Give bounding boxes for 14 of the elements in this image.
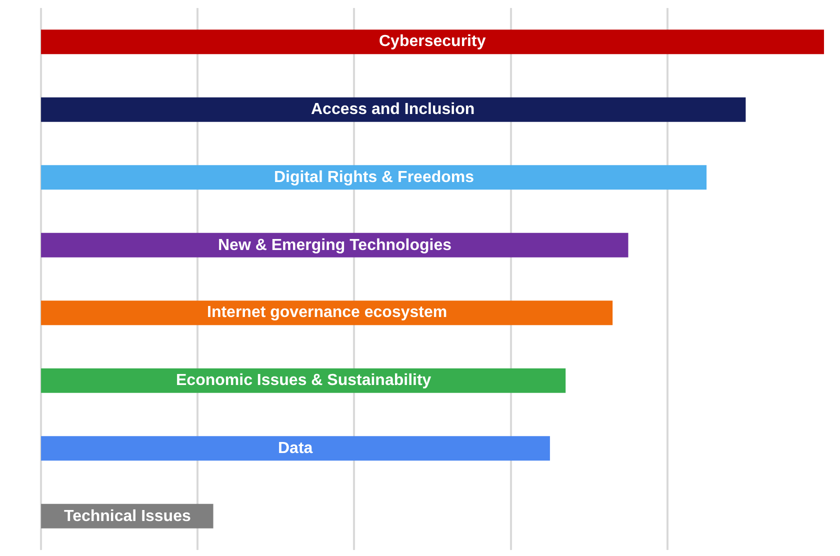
y-tick-label: Access and Inclusion bbox=[311, 101, 475, 118]
y-tick-label: New & Emerging Technologies bbox=[218, 237, 452, 254]
bar bbox=[41, 300, 613, 326]
y-tick-label: Data bbox=[278, 440, 313, 457]
y-tick-label: Digital Rights & Freedoms bbox=[274, 169, 474, 186]
bar bbox=[41, 30, 824, 54]
y-tick-label: Internet governance ecosystem bbox=[207, 304, 448, 321]
bar bbox=[41, 232, 628, 258]
y-tick-label: Economic Issues & Sustainability bbox=[176, 372, 432, 389]
bar bbox=[41, 165, 707, 190]
bar bbox=[41, 97, 746, 122]
y-tick-label: Cybersecurity bbox=[379, 33, 486, 50]
y-tick-label: Technical Issues bbox=[64, 508, 191, 525]
bar bbox=[41, 436, 550, 461]
